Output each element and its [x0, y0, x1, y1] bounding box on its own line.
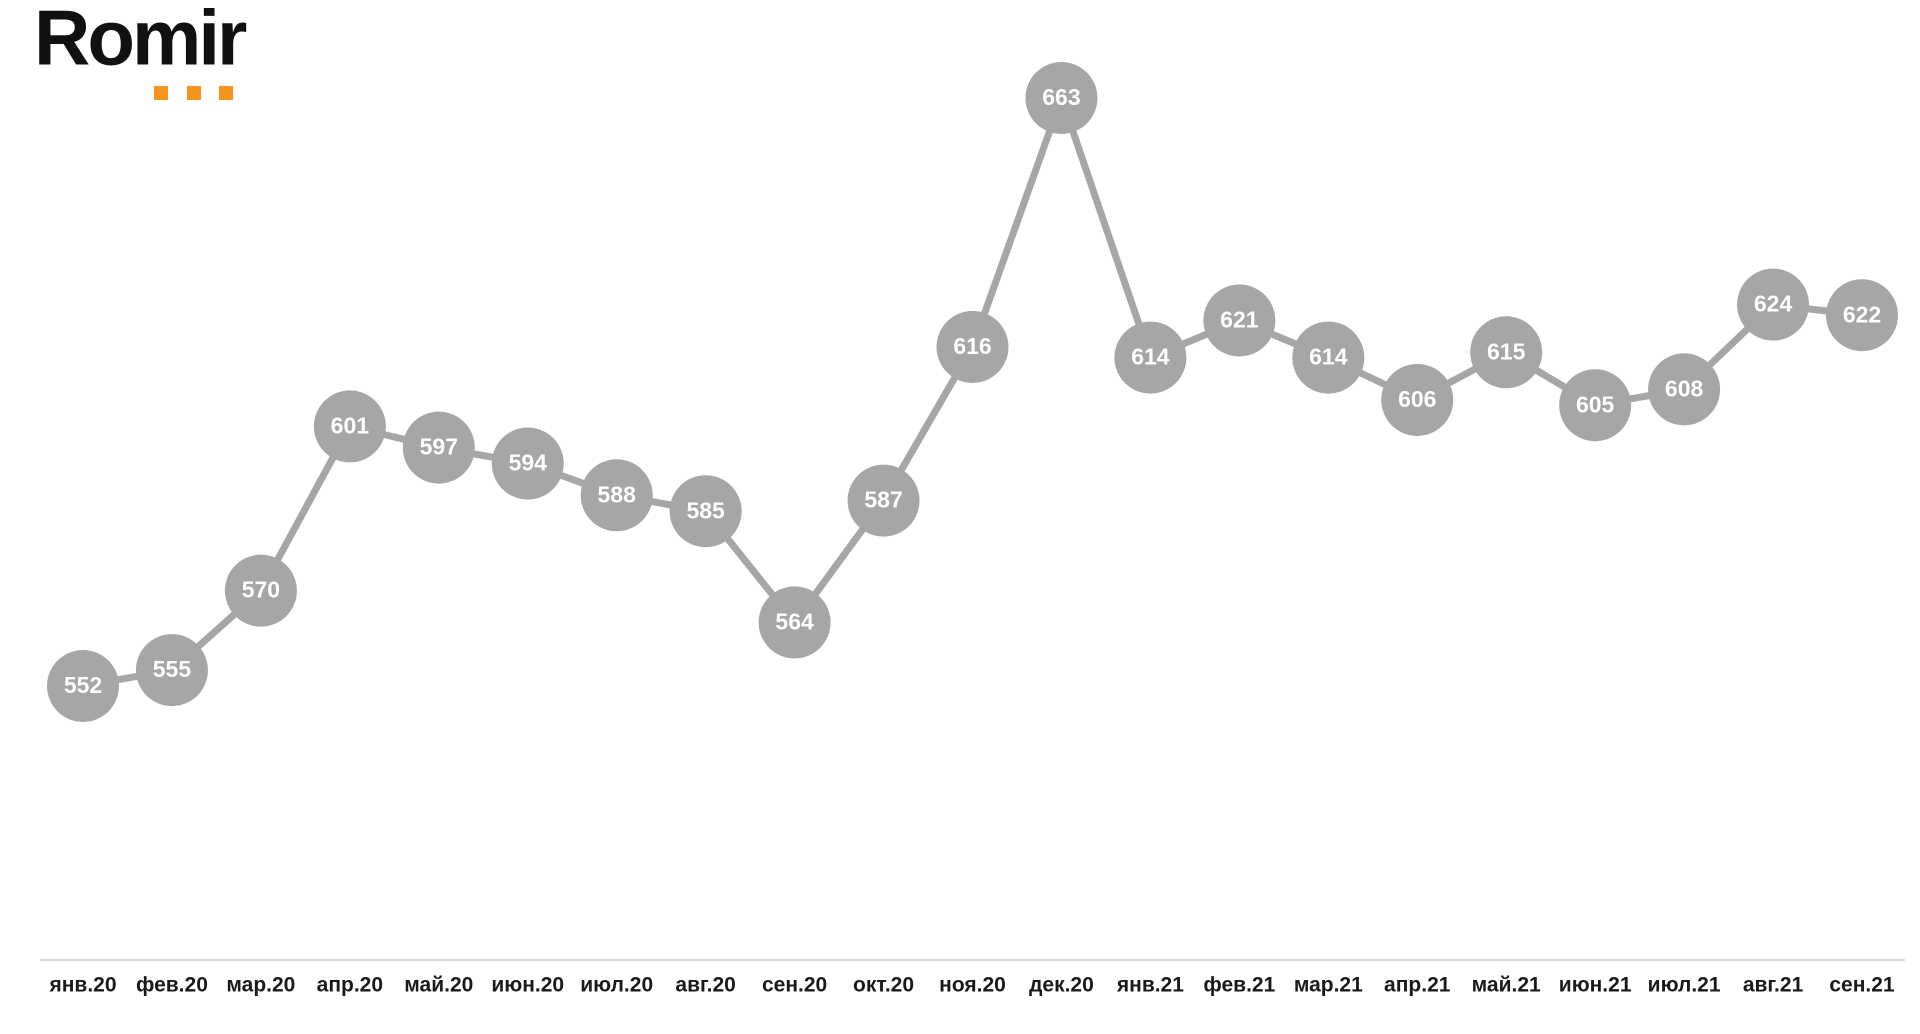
data-point: [1648, 353, 1721, 426]
data-label: 594: [509, 450, 548, 476]
data-label: 614: [1309, 344, 1348, 370]
data-label: 605: [1576, 391, 1615, 417]
data-point: [47, 650, 119, 722]
data-label: 614: [1131, 344, 1170, 370]
data-label: 585: [686, 497, 725, 523]
data-point: [758, 586, 831, 659]
x-tick-label: июн.20: [491, 974, 564, 997]
data-label: 564: [775, 609, 814, 635]
data-point: [1470, 316, 1543, 389]
x-tick-label: янв.21: [1116, 974, 1184, 997]
x-tick-label: июн.21: [1559, 974, 1632, 997]
data-label: 622: [1843, 301, 1881, 327]
x-tick-label: мар.20: [226, 974, 295, 997]
data-point: [402, 411, 475, 484]
data-point: [847, 464, 920, 537]
data-point: [1292, 321, 1365, 394]
data-label: 588: [598, 481, 637, 507]
data-point: [1025, 62, 1098, 134]
x-tick-label: июл.20: [580, 974, 653, 997]
logo-dot: [154, 86, 168, 100]
data-point: [1559, 369, 1632, 442]
data-point: [224, 554, 297, 627]
data-label: 621: [1220, 307, 1259, 333]
data-label: 597: [420, 434, 458, 460]
data-point: [1737, 268, 1810, 341]
logo-dot: [219, 86, 233, 100]
x-tick-label: сен.21: [1829, 974, 1895, 997]
x-tick-label: янв.20: [48, 974, 116, 997]
x-tick-label: сен.20: [762, 974, 827, 997]
x-tick-label: апр.20: [317, 974, 383, 997]
x-tick-label: дек.20: [1029, 974, 1094, 997]
x-tick-label: окт.20: [853, 974, 914, 997]
data-label: 555: [153, 656, 192, 682]
data-point: [313, 390, 386, 463]
logo-dot: [187, 86, 201, 100]
x-tick-label: апр.21: [1384, 974, 1451, 997]
data-label: 615: [1487, 338, 1526, 364]
data-label: 606: [1398, 386, 1436, 412]
data-label: 552: [64, 672, 102, 698]
data-point: [669, 475, 742, 548]
x-tick-label: авг.20: [675, 974, 735, 997]
data-label: 570: [242, 577, 280, 603]
logo: Romir: [34, 0, 247, 82]
data-label: 624: [1754, 291, 1793, 317]
data-label: 587: [864, 487, 902, 513]
x-tick-label: авг.21: [1743, 974, 1804, 997]
data-point: [1114, 321, 1187, 394]
x-tick-label: фев.20: [136, 974, 208, 997]
data-point: [1381, 363, 1454, 436]
x-tick-label: ноя.20: [939, 974, 1006, 997]
data-point: [491, 427, 564, 500]
data-label: 663: [1042, 84, 1080, 110]
x-tick-label: июл.21: [1648, 974, 1721, 997]
data-point: [580, 459, 653, 532]
x-tick-label: мар.21: [1294, 974, 1363, 997]
x-tick-label: май.21: [1472, 974, 1541, 997]
x-tick-label: фев.21: [1203, 974, 1275, 997]
data-point: [1203, 284, 1276, 357]
data-point: [135, 634, 208, 707]
x-tick-label: май.20: [404, 974, 473, 997]
data-point: [936, 310, 1009, 383]
data-label: 616: [953, 333, 991, 359]
data-label: 601: [331, 413, 370, 439]
data-label: 608: [1665, 375, 1704, 401]
data-point: [1826, 279, 1898, 352]
